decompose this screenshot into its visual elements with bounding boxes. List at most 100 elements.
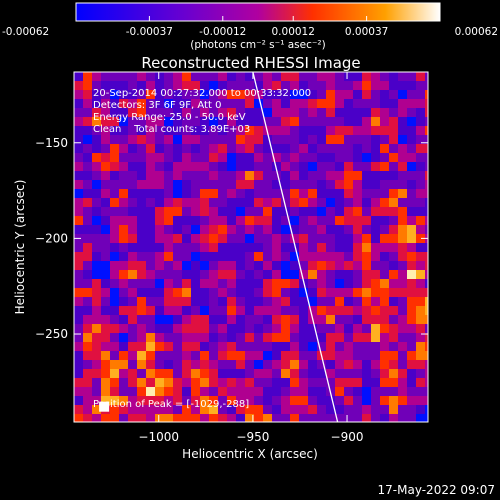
- heatmap-cell: [245, 396, 254, 405]
- heatmap-cell: [263, 180, 272, 189]
- heatmap-cell: [164, 108, 173, 117]
- heatmap-cell: [344, 405, 353, 414]
- heatmap-cell: [74, 306, 83, 315]
- heatmap-cell: [299, 171, 308, 180]
- heatmap-cell: [200, 90, 209, 99]
- heatmap-cell: [407, 135, 416, 144]
- heatmap-cell: [182, 387, 191, 396]
- heatmap-cell: [92, 351, 101, 360]
- heatmap-cell: [164, 126, 173, 135]
- heatmap-cell: [407, 360, 416, 369]
- heatmap-cell: [119, 171, 128, 180]
- heatmap-cell: [398, 108, 407, 117]
- heatmap-cell: [146, 225, 155, 234]
- heatmap-cell: [155, 72, 164, 81]
- heatmap-cell: [209, 252, 218, 261]
- heatmap-cell: [218, 81, 227, 90]
- heatmap-cell: [272, 414, 281, 422]
- heatmap-cell: [209, 369, 218, 378]
- heatmap-cell: [110, 189, 119, 198]
- heatmap-cell: [236, 180, 245, 189]
- heatmap-cell: [92, 99, 101, 108]
- heatmap-cell: [263, 288, 272, 297]
- heatmap-cell: [317, 342, 326, 351]
- heatmap-cell: [164, 171, 173, 180]
- heatmap-cell: [92, 360, 101, 369]
- heatmap-cell: [290, 216, 299, 225]
- heatmap-cell: [101, 342, 110, 351]
- heatmap-cell: [344, 360, 353, 369]
- heatmap-cell: [200, 360, 209, 369]
- heatmap-cell: [371, 333, 380, 342]
- heatmap-cell: [281, 360, 290, 369]
- heatmap-cell: [380, 117, 389, 126]
- heatmap-cell: [299, 198, 308, 207]
- heatmap-cell: [362, 72, 371, 81]
- heatmap-cell: [236, 243, 245, 252]
- heatmap-cell: [182, 252, 191, 261]
- heatmap-cell: [146, 144, 155, 153]
- heatmap-cell: [308, 297, 317, 306]
- heatmap-cell: [281, 342, 290, 351]
- heatmap-cell: [74, 378, 83, 387]
- heatmap-cell: [398, 234, 407, 243]
- heatmap-cell: [416, 198, 425, 207]
- heatmap-cell: [83, 162, 92, 171]
- heatmap-cell: [173, 270, 182, 279]
- heatmap-cell: [200, 306, 209, 315]
- heatmap-cell: [335, 207, 344, 216]
- heatmap-cell: [209, 162, 218, 171]
- heatmap-cell: [83, 198, 92, 207]
- heatmap-cell: [254, 81, 263, 90]
- heatmap-cell: [209, 225, 218, 234]
- heatmap-cell: [326, 108, 335, 117]
- heatmap-cell: [326, 162, 335, 171]
- heatmap-cell: [119, 306, 128, 315]
- heatmap-cell: [236, 360, 245, 369]
- heatmap-cell: [137, 135, 146, 144]
- heatmap-cell: [110, 405, 119, 414]
- heatmap-cell: [263, 252, 272, 261]
- heatmap-cell: [137, 99, 146, 108]
- heatmap-cell: [218, 243, 227, 252]
- heatmap-cell: [344, 288, 353, 297]
- heatmap-cell: [164, 360, 173, 369]
- heatmap-cell: [398, 90, 407, 99]
- heatmap-cell: [362, 297, 371, 306]
- heatmap-cell: [146, 216, 155, 225]
- heatmap-cell: [146, 81, 155, 90]
- heatmap-cell: [362, 216, 371, 225]
- heatmap-cell: [299, 234, 308, 243]
- plot-area: −1000 −950 −900−150−200−250: [35, 71, 429, 444]
- heatmap-cell: [407, 324, 416, 333]
- heatmap-cell: [398, 261, 407, 270]
- heatmap-cell: [299, 387, 308, 396]
- heatmap-cell: [227, 207, 236, 216]
- heatmap-cell: [335, 180, 344, 189]
- heatmap-cell: [371, 279, 380, 288]
- heatmap-cell: [218, 252, 227, 261]
- heatmap-cell: [290, 324, 299, 333]
- heatmap-cell: [83, 126, 92, 135]
- heatmap-cell: [137, 117, 146, 126]
- heatmap-cell: [389, 117, 398, 126]
- heatmap-cell: [254, 315, 263, 324]
- heatmap-cell: [191, 378, 200, 387]
- heatmap-cell: [326, 207, 335, 216]
- heatmap-cell: [299, 117, 308, 126]
- heatmap-cell: [362, 234, 371, 243]
- heatmap-cell: [353, 153, 362, 162]
- heatmap-cell: [128, 387, 137, 396]
- heatmap-cell: [245, 405, 254, 414]
- heatmap-cell: [155, 171, 164, 180]
- heatmap-cell: [227, 90, 236, 99]
- heatmap-cell: [173, 252, 182, 261]
- heatmap-cell: [209, 171, 218, 180]
- heatmap-cell: [146, 333, 155, 342]
- heatmap-cell: [344, 90, 353, 99]
- heatmap-cell: [83, 378, 92, 387]
- heatmap-cell: [335, 297, 344, 306]
- heatmap-cell: [209, 144, 218, 153]
- heatmap-cell: [380, 243, 389, 252]
- heatmap-cell: [209, 234, 218, 243]
